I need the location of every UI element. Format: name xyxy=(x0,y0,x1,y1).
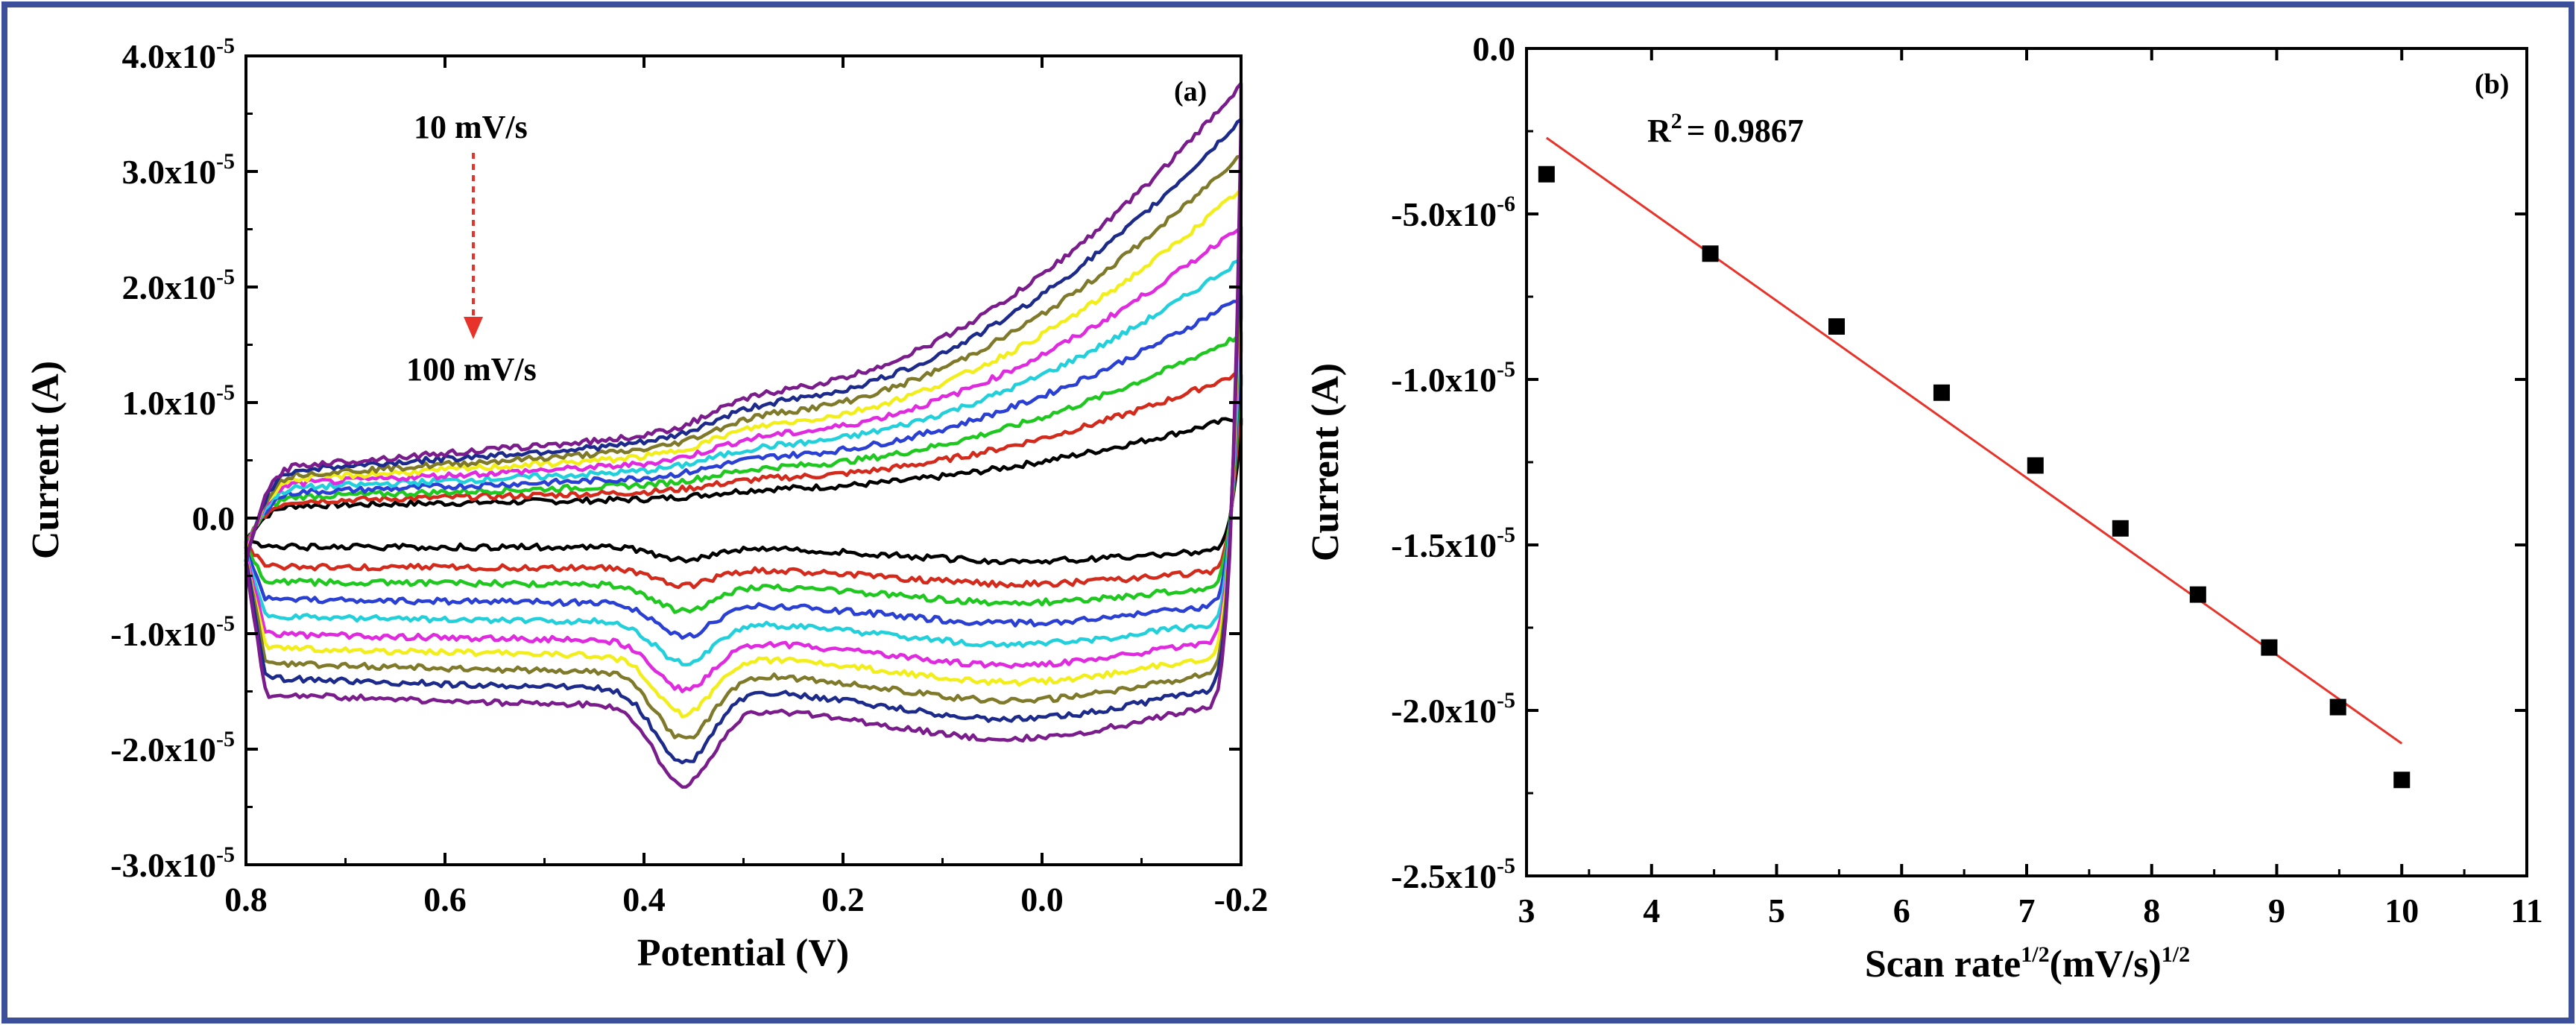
chart-b-xlabel-sup2: 1/2 xyxy=(2162,942,2190,967)
chart-b-plot-frame xyxy=(1525,47,2528,877)
chart-a-arrow-head xyxy=(464,317,483,339)
chart-b-xtick-label: 6 xyxy=(1893,892,1910,930)
chart-a-xtick-label: 0.4 xyxy=(622,880,666,918)
chart-a-xtick-label: -0.2 xyxy=(1214,880,1269,918)
chart-a-ytick-label: -1.0x10-5 xyxy=(110,611,235,653)
chart-b-points xyxy=(1538,165,2411,789)
chart-a-annotation-top: 10 mV/s xyxy=(414,109,528,145)
chart-b-xtick-label: 9 xyxy=(2268,892,2285,930)
chart-b-point xyxy=(2189,586,2206,603)
chart-a-xtick-label: 0.8 xyxy=(224,880,268,918)
chart-a-curves xyxy=(244,81,1243,789)
chart-b-xlabel: Scan rate1/2(mV/s)1/2 xyxy=(1865,942,2190,985)
chart-a-ytick-label: 3.0x10-5 xyxy=(122,149,236,191)
chart-b-xtick-label: 3 xyxy=(1518,892,1535,930)
chart-a-ytick-label: 1.0x10-5 xyxy=(122,380,236,422)
chart-a-ticks: 0.8 0.6 0.4 0.2 0.0 -0.2 4.0x10-5 3.0x10-5 2.0x1… xyxy=(110,34,1268,918)
chart-b-ticks: 3 4 5 6 7 8 9 10 11 0.0 -5.0x10-6 -1.0x10-5 -1.5x10-… xyxy=(1391,30,2543,930)
chart-b-ytick-label: -5.0x10-6 xyxy=(1391,192,1515,233)
chart-a-xtick-label: 0.0 xyxy=(1020,880,1064,918)
chart-a-ytick-label: 4.0x10-5 xyxy=(122,34,236,75)
chart-b-r2-value: = 0.9867 xyxy=(1687,113,1804,149)
chart-b-xtick-label: 4 xyxy=(1643,892,1660,930)
chart-b-point xyxy=(1933,384,1950,401)
chart-b-point xyxy=(2393,772,2411,789)
chart-b-point xyxy=(2329,698,2346,716)
chart-b-r2-sup: 2 xyxy=(1671,109,1682,133)
chart-b-r2-label: R2 = 0.9867 xyxy=(1647,109,1804,149)
chart-b-panel-label: (b) xyxy=(2475,69,2509,100)
chart-a: 0.8 0.6 0.4 0.2 0.0 -0.2 4.0x10-5 3.0x10-5 2.0x1… xyxy=(25,34,1268,974)
chart-b-xtick-label: 5 xyxy=(1768,892,1785,930)
chart-a-ytick-label: 2.0x10-5 xyxy=(122,265,236,306)
chart-b-ytick-label: -2.5x10-5 xyxy=(1391,854,1515,895)
chart-a-ytick-label: -2.0x10-5 xyxy=(110,727,235,769)
chart-b-ylabel: Current (A) xyxy=(1304,363,1347,561)
chart-b-xtick-label: 7 xyxy=(2018,892,2036,930)
chart-a-annotation-bottom: 100 mV/s xyxy=(406,351,537,388)
chart-b: 3 4 5 6 7 8 9 10 11 0.0 -5.0x10-6 -1.0x10-5 -1.5x10-… xyxy=(1304,30,2543,985)
chart-b-xtick-label: 10 xyxy=(2384,892,2419,930)
chart-b-r2-r: R xyxy=(1647,113,1672,149)
chart-b-point xyxy=(2112,520,2129,537)
chart-b-point xyxy=(2261,639,2278,656)
chart-a-ylabel: Current (A) xyxy=(25,361,67,559)
chart-b-point xyxy=(1702,245,1719,262)
chart-a-ytick-label: 0.0 xyxy=(192,499,236,537)
chart-b-point xyxy=(2027,457,2044,474)
chart-b-xtick-label: 8 xyxy=(2143,892,2160,930)
chart-b-xtick-label: 11 xyxy=(2510,892,2542,930)
chart-a-ytick-label: -3.0x10-5 xyxy=(110,842,235,884)
chart-a-panel-label: (a) xyxy=(1174,76,1207,107)
chart-b-xlabel-main: Scan rate xyxy=(1865,943,2021,985)
chart-b-ytick-label: -1.5x10-5 xyxy=(1391,523,1515,564)
chart-a-xlabel: Potential (V) xyxy=(637,932,849,974)
chart-b-ytick-label: -1.0x10-5 xyxy=(1391,357,1515,399)
chart-b-ytick-label: -2.0x10-5 xyxy=(1391,688,1515,730)
chart-a-xtick-label: 0.6 xyxy=(423,880,467,918)
chart-b-point xyxy=(1538,165,1555,183)
chart-b-xlabel-mid: (mV/s) xyxy=(2050,943,2162,985)
chart-b-xlabel-sup: 1/2 xyxy=(2021,942,2049,967)
chart-b-fit-line xyxy=(1545,136,2403,745)
chart-b-ytick-label: 0.0 xyxy=(1473,30,1516,68)
chart-b-point xyxy=(1828,318,1846,335)
chart-a-xtick-label: 0.2 xyxy=(821,880,865,918)
